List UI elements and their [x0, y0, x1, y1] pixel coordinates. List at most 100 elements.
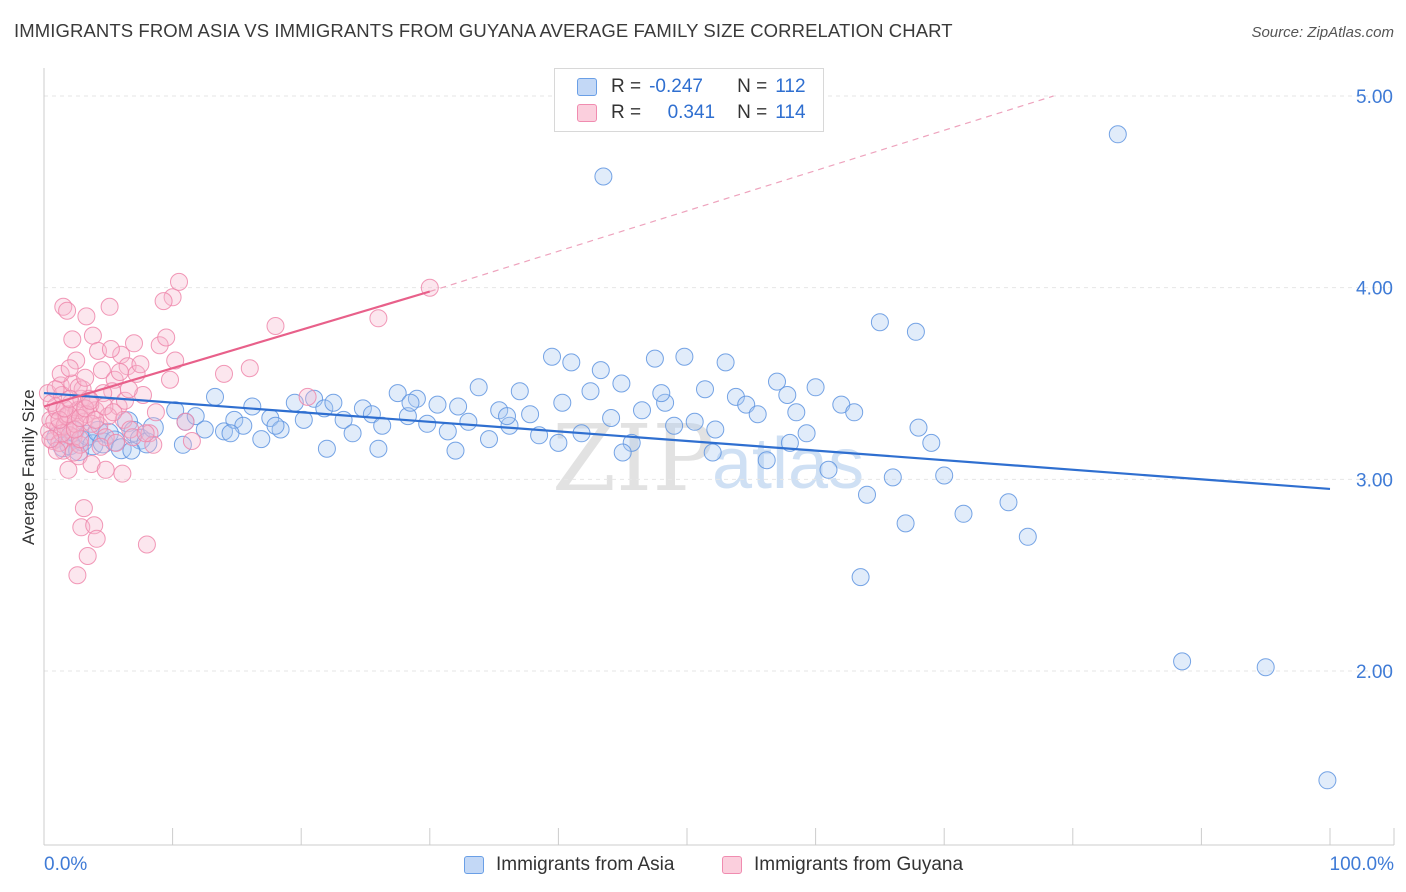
data-point — [562, 353, 581, 372]
data-point — [78, 547, 97, 565]
data-point — [549, 433, 568, 452]
data-point — [67, 351, 86, 370]
data-point — [68, 566, 87, 585]
data-point — [797, 424, 816, 443]
data-point — [96, 428, 115, 447]
source-credit: Source: ZipAtlas.com — [1251, 24, 1394, 41]
data-point — [602, 409, 621, 427]
data-point — [428, 395, 447, 414]
data-point — [1018, 527, 1037, 546]
data-point — [656, 393, 675, 412]
data-point — [65, 420, 84, 439]
x-tick-label-max: 100.0% — [1330, 854, 1395, 875]
data-point — [215, 422, 233, 441]
asia-swatch — [577, 78, 597, 96]
data-point — [446, 441, 465, 460]
data-point — [780, 433, 799, 452]
data-point — [252, 430, 271, 449]
data-point — [166, 351, 185, 370]
watermark: ZIP atlas — [552, 405, 864, 512]
data-point — [195, 420, 214, 439]
data-point — [716, 353, 735, 372]
data-point — [778, 386, 797, 404]
axes — [43, 68, 1395, 846]
data-point — [240, 359, 259, 378]
data-point — [388, 384, 407, 403]
data-point — [206, 387, 224, 406]
trend-lines — [43, 95, 1331, 491]
gridlines — [44, 95, 1394, 672]
data-point — [86, 410, 105, 429]
data-point — [173, 435, 192, 454]
data-point — [459, 412, 478, 431]
data-point — [1256, 658, 1275, 677]
data-point — [157, 328, 176, 347]
data-point — [1173, 652, 1192, 671]
n-value-guyana: 114 — [775, 102, 806, 123]
y-axis-label: Average Family Size — [19, 389, 38, 545]
data-point — [343, 424, 362, 443]
data-point — [136, 424, 155, 443]
data-point — [104, 403, 123, 422]
data-point — [122, 441, 141, 460]
legend-label-guyana: Immigrants from Guyana — [754, 854, 964, 875]
data-point — [176, 412, 195, 431]
data-point — [633, 401, 651, 420]
data-point — [591, 361, 610, 380]
data-point — [369, 309, 388, 328]
guyana-legend-swatch — [722, 856, 742, 874]
legend-row-guyana: R = 0.341 N = 114 — [577, 101, 806, 125]
data-point — [819, 460, 838, 479]
data-point — [92, 361, 111, 380]
y-tick-label: 2.00 — [1356, 662, 1393, 683]
data-point — [665, 416, 684, 435]
data-point — [906, 322, 925, 341]
n-label: N = — [737, 76, 768, 97]
legend-row-asia: R = -0.247 N = 112 — [577, 75, 806, 99]
data-point — [266, 317, 285, 335]
data-point — [182, 432, 201, 450]
data-point — [215, 364, 233, 383]
data-point — [100, 297, 119, 316]
data-point — [298, 387, 317, 406]
data-point — [613, 443, 632, 462]
data-point — [703, 443, 722, 462]
x-tick-label-min: 0.0% — [44, 854, 87, 875]
data-point — [449, 397, 468, 416]
data-point — [170, 272, 188, 291]
n-label: N = — [737, 102, 768, 123]
data-point — [909, 418, 928, 437]
data-point — [401, 393, 420, 412]
data-point — [71, 409, 89, 427]
stats-legend: R = -0.247 N = 112 R = 0.341 N = 114 — [554, 68, 824, 132]
data-point — [161, 370, 179, 389]
trend-line-asia — [43, 391, 1331, 491]
data-point — [76, 368, 95, 387]
data-point — [675, 347, 694, 366]
r-value-guyana: 0.341 — [667, 102, 716, 123]
data-point — [225, 410, 244, 429]
data-point — [91, 437, 110, 456]
r-label: R = — [611, 76, 642, 97]
data-point — [954, 504, 973, 523]
data-point — [1318, 771, 1337, 790]
data-point — [317, 439, 336, 458]
data-point — [369, 439, 388, 458]
data-point — [883, 468, 902, 487]
data-point — [438, 422, 457, 441]
data-point — [612, 374, 631, 393]
data-point — [685, 412, 704, 431]
n-value-asia: 112 — [775, 76, 806, 97]
data-point — [498, 407, 516, 426]
r-label: R = — [611, 102, 642, 123]
data-point — [652, 384, 671, 403]
data-point — [870, 313, 889, 332]
data-point — [154, 292, 173, 311]
data-point — [114, 410, 133, 429]
data-point — [110, 363, 129, 381]
data-point — [101, 340, 120, 358]
data-point — [71, 430, 89, 449]
data-point — [748, 405, 767, 424]
data-point — [85, 516, 104, 535]
